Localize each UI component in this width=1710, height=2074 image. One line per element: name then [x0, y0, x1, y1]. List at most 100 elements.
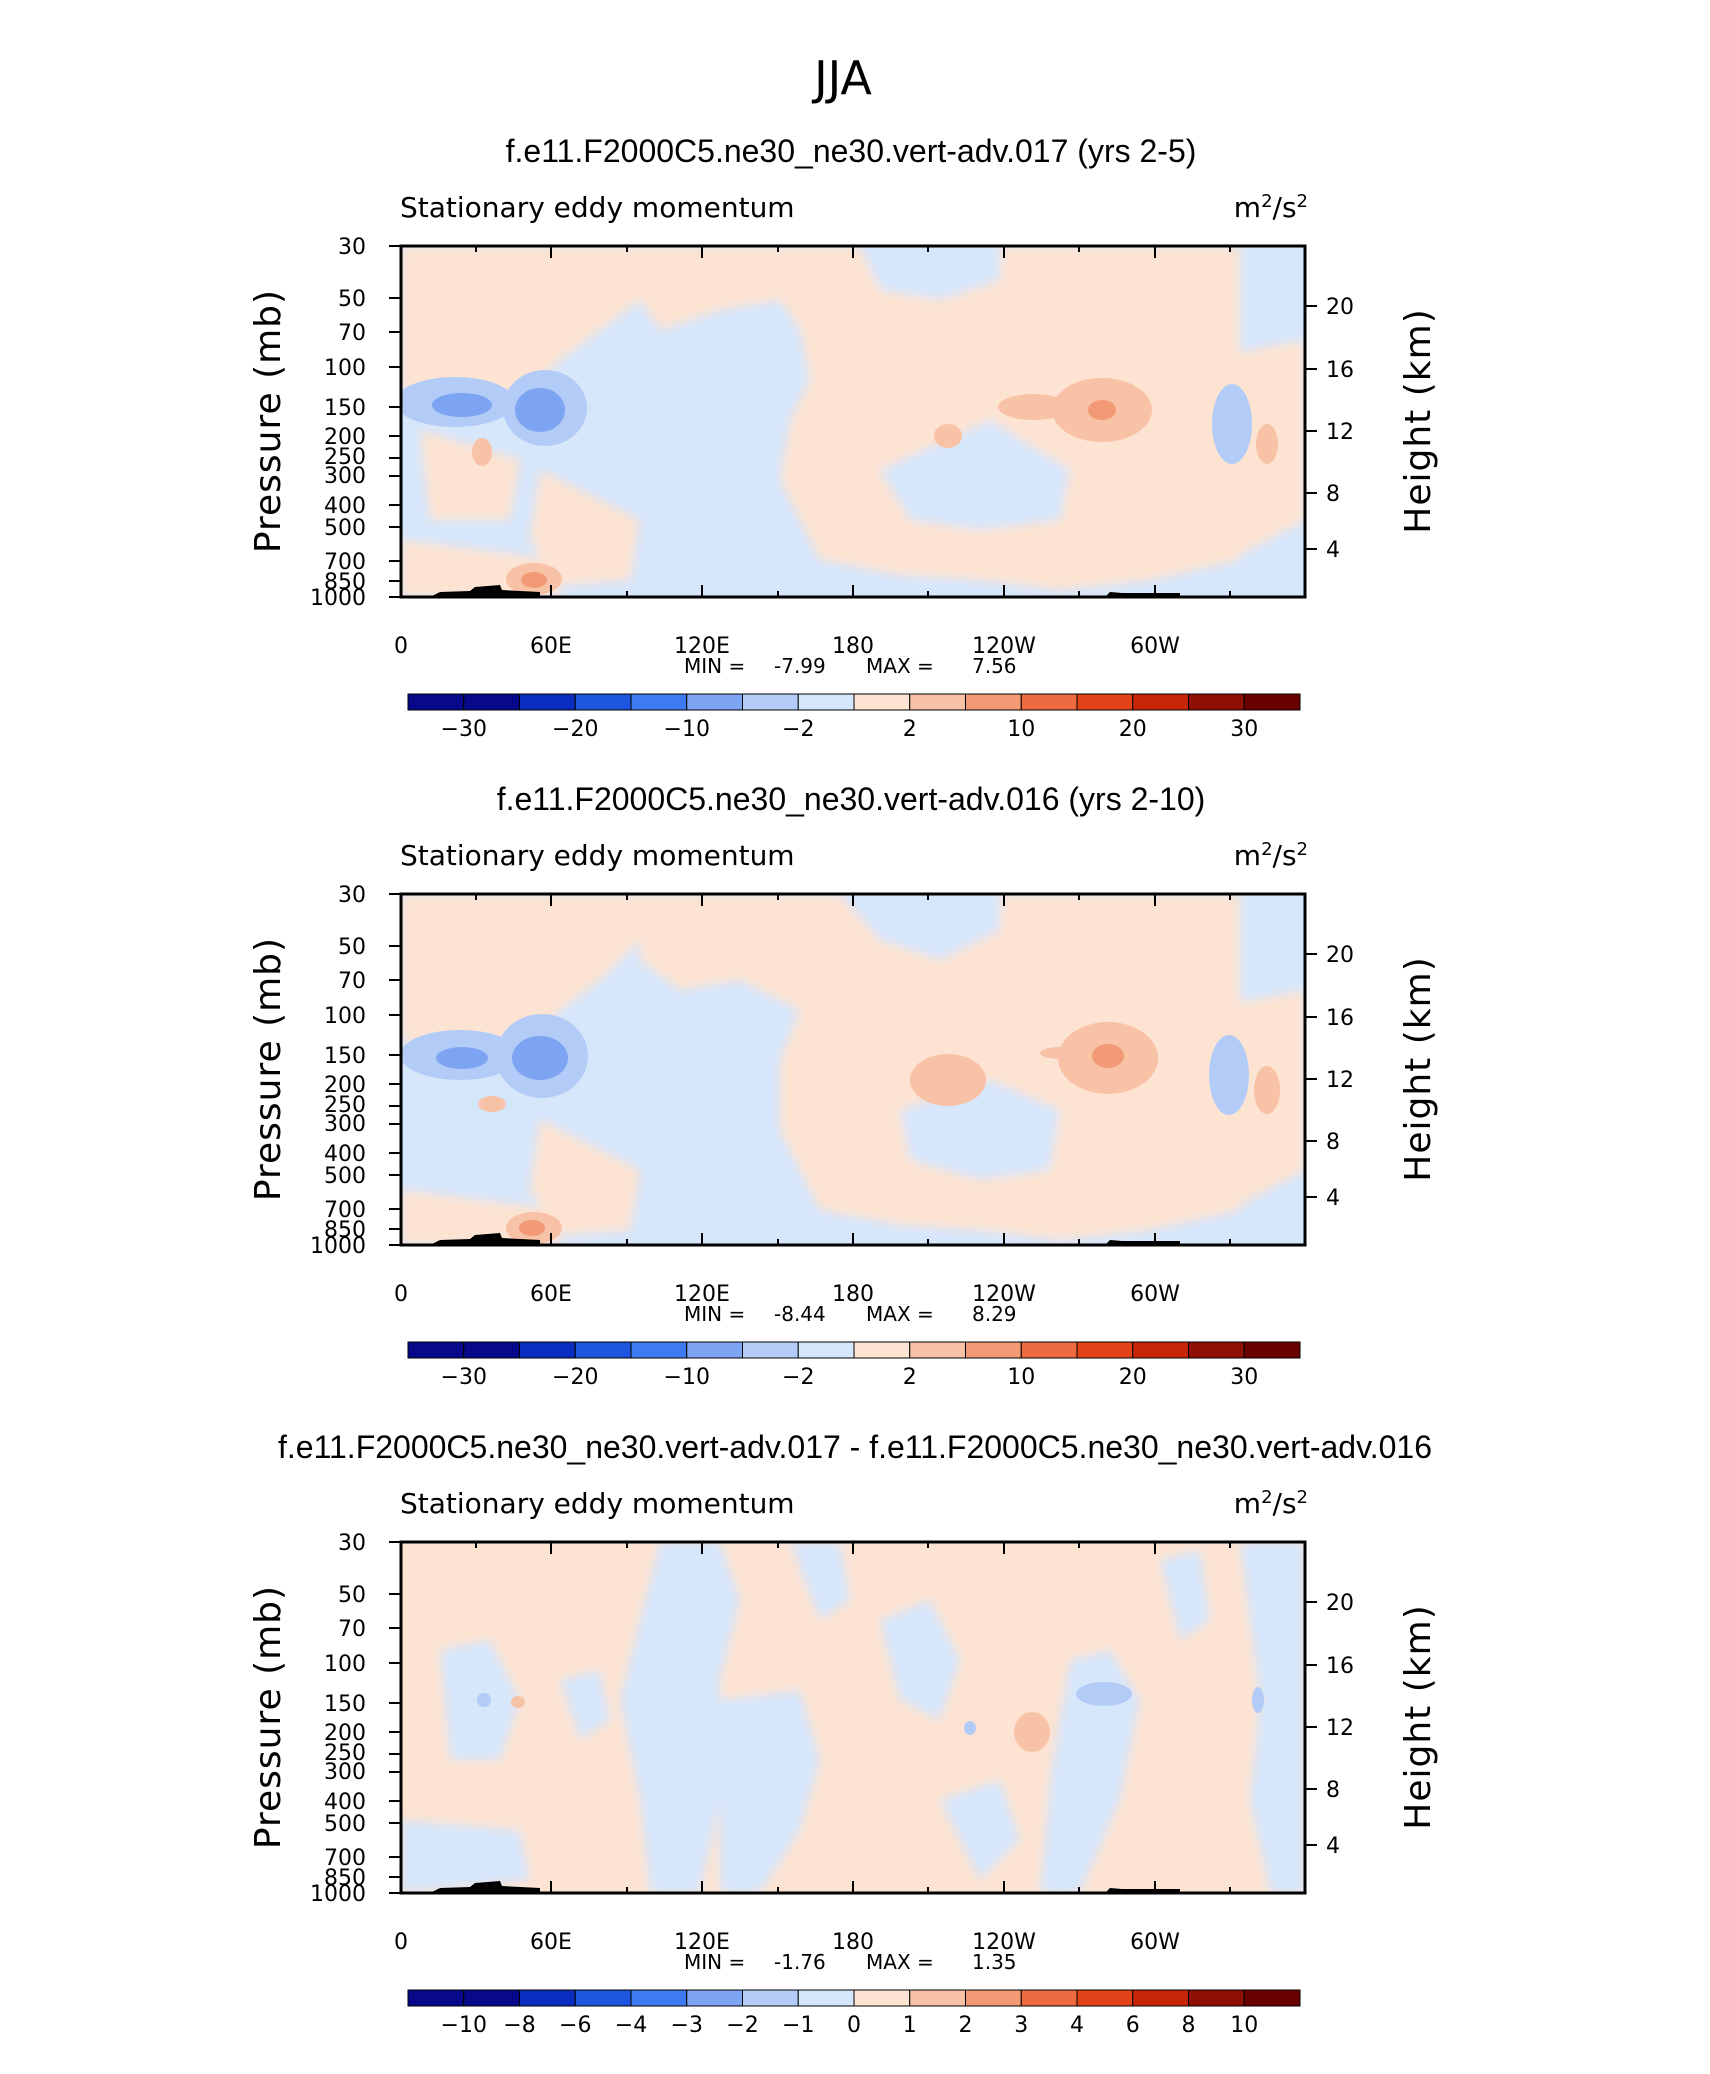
- colorbar-box: [742, 693, 799, 711]
- min-value: -7.99: [774, 654, 826, 678]
- y-tick-label: 250: [324, 445, 366, 470]
- max-label: MAX =: [866, 1950, 934, 1974]
- colorbar-box: [686, 1341, 743, 1359]
- y-tick-label: 100: [324, 356, 366, 381]
- y-tick-label: 400: [324, 494, 366, 519]
- y-tick-label: 850: [324, 1218, 366, 1243]
- colorbar-box: [463, 1989, 520, 2007]
- panel-2-y-labels: 30 50 70 100 150 200 250 300 400 500 700…: [310, 883, 366, 1259]
- panel-1-y2-labels: 20 16 12 8 4: [1326, 295, 1354, 563]
- y-tick-label: 200: [324, 1073, 366, 1098]
- y-tick-label: 200: [324, 425, 366, 450]
- panel-2-units: m2/s2: [1234, 839, 1308, 873]
- y-tick-label: 30: [338, 1531, 366, 1556]
- colorbar-box: [965, 1989, 1022, 2007]
- colorbar-box: [853, 693, 911, 711]
- colorbar-box: [630, 693, 688, 711]
- panel-2-experiment-title: f.e11.F2000C5.ne30_ne30.vert-adv.016 (yr…: [497, 781, 1206, 817]
- colorbar-box: [407, 693, 465, 711]
- y-tick-label: 50: [338, 1583, 366, 1608]
- panel-3-plot-area: [401, 1542, 1305, 1893]
- panel-3-y-ticks: [389, 1541, 1317, 1894]
- panel-3-experiment-title: f.e11.F2000C5.ne30_ne30.vert-adv.017 - f…: [278, 1429, 1432, 1465]
- max-value: 7.56: [972, 654, 1017, 678]
- colorbar-label: 20: [1119, 717, 1147, 742]
- y-tick-label: 700: [324, 1846, 366, 1871]
- colorbar-box: [1020, 693, 1078, 711]
- colorbar-box: [574, 693, 632, 711]
- panel-2-x-ticks: [400, 894, 1231, 1245]
- colorbar-box: [1132, 693, 1189, 711]
- max-label: MAX =: [866, 654, 934, 678]
- panel-1-y-labels: 30 50 70 100 150 200 250 300 400 500 700…: [310, 235, 366, 611]
- y-tick-label: 400: [324, 1142, 366, 1167]
- colorbar-box: [797, 1989, 855, 2007]
- y-tick-label: 100: [324, 1652, 366, 1677]
- colorbar-label: −6: [559, 2013, 591, 2038]
- colorbar-box: [1020, 1989, 1078, 2007]
- y-tick-label: 70: [338, 1617, 366, 1642]
- colorbar-label: 3: [1014, 2013, 1028, 2038]
- colorbar-label: −10: [441, 2013, 487, 2038]
- colorbar-label: −30: [441, 1365, 487, 1390]
- y-tick-label: 850: [324, 570, 366, 595]
- max-value: 1.35: [972, 1950, 1017, 1974]
- colorbar-box: [1243, 693, 1301, 711]
- panel-1-x-labels: 0 60E 120E 180 120W 60W: [394, 634, 1180, 659]
- x-tick-label: 180: [832, 1282, 874, 1307]
- colorbar-box: [1132, 1341, 1189, 1359]
- y2-tick-label: 20: [1326, 943, 1354, 968]
- max-value: 8.29: [972, 1302, 1017, 1326]
- x-tick-label: 180: [832, 1930, 874, 1955]
- colorbar-label: −10: [664, 1365, 710, 1390]
- colorbar-box: [1076, 1341, 1134, 1359]
- colorbar-box: [463, 1341, 520, 1359]
- colorbar-label: 1: [903, 2013, 917, 2038]
- y-tick-label: 500: [324, 1812, 366, 1837]
- y2-tick-label: 16: [1326, 358, 1354, 383]
- panel-1-y-axis-label: Pressure (mb): [248, 289, 289, 553]
- y-tick-label: 30: [338, 883, 366, 908]
- panel-1-y2-axis-label: Height (km): [1398, 308, 1439, 533]
- colorbar-label: −2: [782, 717, 814, 742]
- y-tick-label: 1000: [310, 1234, 366, 1259]
- y-tick-label: 150: [324, 1044, 366, 1069]
- x-tick-label: 0: [394, 1930, 408, 1955]
- y-tick-label: 50: [338, 287, 366, 312]
- panel-2-left-string: Stationary eddy momentum: [400, 839, 795, 872]
- x-tick-label: 180: [832, 634, 874, 659]
- y2-tick-label: 12: [1326, 420, 1354, 445]
- x-tick-label: 60W: [1130, 1282, 1180, 1307]
- x-tick-label: 120E: [674, 634, 730, 659]
- y2-tick-label: 8: [1326, 1130, 1340, 1155]
- x-tick-label: 60E: [530, 1282, 572, 1307]
- x-tick-label: 120E: [674, 1282, 730, 1307]
- panel-2-x-labels: 0 60E 120E 180 120W 60W: [394, 1282, 1180, 1307]
- panel-1-x-ticks: [400, 246, 1231, 597]
- colorbar-label: −2: [782, 1365, 814, 1390]
- y-tick-label: 300: [324, 464, 366, 489]
- panel-3-left-string: Stationary eddy momentum: [400, 1487, 795, 1520]
- panel-3-x-ticks: [400, 1542, 1231, 1893]
- y2-tick-label: 16: [1326, 1654, 1354, 1679]
- panel-1-experiment-title: f.e11.F2000C5.ne30_ne30.vert-adv.017 (yr…: [506, 133, 1197, 169]
- colorbar-box: [853, 1989, 911, 2007]
- panel-3-y-axis-label: Pressure (mb): [248, 1585, 289, 1849]
- y2-tick-label: 20: [1326, 1591, 1354, 1616]
- colorbar-box: [1076, 1989, 1134, 2007]
- y-tick-label: 500: [324, 516, 366, 541]
- y2-tick-label: 8: [1326, 1778, 1340, 1803]
- y-tick-label: 30: [338, 235, 366, 260]
- min-label: MIN =: [684, 654, 745, 678]
- y-tick-label: 1000: [310, 586, 366, 611]
- colorbar-box: [797, 693, 855, 711]
- colorbar-box: [686, 1989, 743, 2007]
- colorbar-box: [742, 1341, 799, 1359]
- x-tick-label: 60E: [530, 634, 572, 659]
- panel-1-y-ticks: [389, 245, 1317, 598]
- y2-tick-label: 8: [1326, 482, 1340, 507]
- min-label: MIN =: [684, 1950, 745, 1974]
- colorbar-box: [574, 1341, 632, 1359]
- panel-3-y2-labels: 20 16 12 8 4: [1326, 1591, 1354, 1859]
